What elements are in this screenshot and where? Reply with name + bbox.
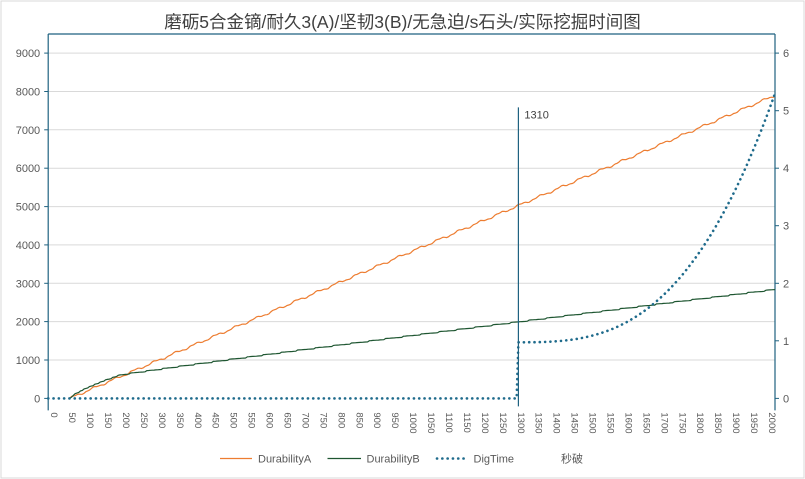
- svg-text:6: 6: [783, 48, 789, 60]
- svg-text:600: 600: [264, 412, 275, 428]
- svg-text:800: 800: [335, 412, 346, 428]
- svg-text:0: 0: [783, 393, 789, 405]
- svg-text:5000: 5000: [16, 202, 40, 214]
- svg-text:150: 150: [102, 412, 113, 428]
- svg-text:650: 650: [282, 412, 293, 428]
- svg-text:50: 50: [66, 412, 77, 423]
- svg-text:1550: 1550: [605, 412, 616, 433]
- svg-text:400: 400: [192, 412, 203, 428]
- svg-text:3: 3: [783, 221, 789, 233]
- svg-text:1700: 1700: [658, 412, 669, 433]
- svg-text:200: 200: [120, 412, 131, 428]
- svg-text:1050: 1050: [425, 412, 436, 433]
- svg-text:550: 550: [246, 412, 257, 428]
- svg-text:4: 4: [783, 163, 789, 175]
- svg-text:4000: 4000: [16, 240, 40, 252]
- svg-text:1750: 1750: [676, 412, 687, 433]
- svg-text:1200: 1200: [479, 412, 490, 433]
- svg-text:100: 100: [84, 412, 95, 428]
- svg-text:9000: 9000: [16, 48, 40, 60]
- svg-text:900: 900: [371, 412, 382, 428]
- svg-text:1500: 1500: [587, 412, 598, 433]
- svg-text:DurabilityA: DurabilityA: [258, 454, 312, 466]
- svg-text:秒破: 秒破: [561, 452, 583, 466]
- svg-text:1400: 1400: [551, 412, 562, 433]
- svg-text:0: 0: [48, 412, 59, 417]
- svg-text:7000: 7000: [16, 125, 40, 137]
- svg-text:850: 850: [353, 412, 364, 428]
- svg-text:1: 1: [783, 336, 789, 348]
- svg-text:350: 350: [174, 412, 185, 428]
- svg-text:2: 2: [783, 278, 789, 290]
- svg-text:1950: 1950: [748, 412, 759, 433]
- svg-text:1800: 1800: [694, 412, 705, 433]
- svg-text:300: 300: [156, 412, 167, 428]
- svg-text:1100: 1100: [443, 412, 454, 432]
- svg-text:6000: 6000: [16, 163, 40, 175]
- svg-text:700: 700: [299, 412, 310, 428]
- svg-text:8000: 8000: [16, 87, 40, 99]
- svg-text:1000: 1000: [407, 412, 418, 433]
- svg-text:5: 5: [783, 106, 789, 118]
- svg-text:0: 0: [34, 393, 40, 405]
- svg-text:2000: 2000: [16, 317, 40, 329]
- svg-text:1900: 1900: [730, 412, 741, 433]
- svg-text:950: 950: [389, 412, 400, 428]
- svg-text:1300: 1300: [515, 412, 526, 433]
- svg-text:1650: 1650: [640, 412, 651, 433]
- svg-text:DigTime: DigTime: [474, 454, 515, 466]
- svg-text:DurabilityB: DurabilityB: [367, 454, 420, 466]
- svg-text:500: 500: [228, 412, 239, 428]
- svg-text:1450: 1450: [569, 412, 580, 433]
- svg-text:3000: 3000: [16, 278, 40, 290]
- svg-text:2000: 2000: [766, 412, 777, 433]
- svg-text:750: 750: [317, 412, 328, 428]
- svg-text:1000: 1000: [16, 355, 40, 367]
- svg-text:450: 450: [210, 412, 221, 428]
- svg-text:1310: 1310: [524, 110, 548, 122]
- svg-text:250: 250: [138, 412, 149, 428]
- svg-text:1850: 1850: [712, 412, 723, 433]
- svg-text:1350: 1350: [533, 412, 544, 433]
- svg-text:1250: 1250: [497, 412, 508, 433]
- svg-text:1600: 1600: [622, 412, 633, 433]
- svg-text:1150: 1150: [461, 412, 472, 432]
